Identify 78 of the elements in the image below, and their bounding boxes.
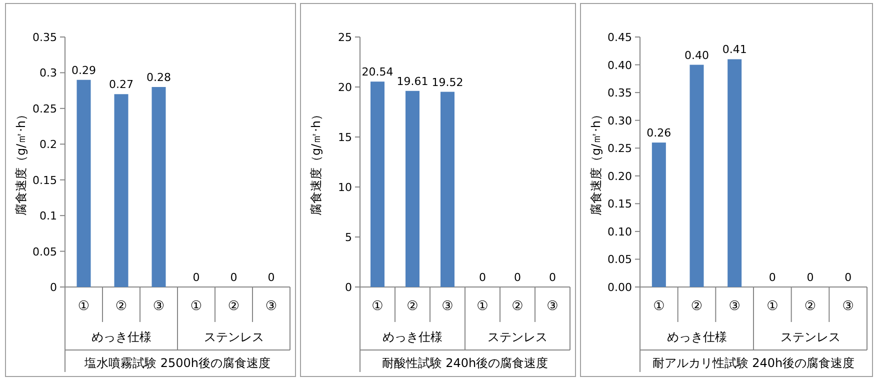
y-tick-label: 0.25 (32, 102, 57, 116)
y-tick-label: 15 (338, 131, 352, 144)
y-tick-label: 0.1 (40, 210, 57, 223)
data-label: 0.41 (722, 43, 747, 56)
y-axis-title: 腐食速度（g/㎡·h） (309, 108, 323, 216)
data-label: 0 (192, 271, 200, 284)
y-tick-label: 0.00 (608, 281, 632, 294)
x-tick-label: ③ (728, 299, 740, 314)
y-tick-label: 0.20 (608, 170, 632, 183)
y-tick-label: 0 (345, 281, 352, 294)
data-label: 0 (268, 271, 275, 284)
data-label: 0.28 (146, 71, 171, 84)
y-tick-label: 0.35 (608, 86, 632, 100)
x-axis-title: 塩水噴霧試験 2500h後の腐食速度 (84, 356, 270, 370)
y-tick-label: 0.45 (608, 31, 632, 44)
y-tick-label: 0.30 (608, 114, 632, 128)
text: めっき仕様 (91, 330, 152, 344)
bar (652, 142, 666, 287)
y-tick-label: 0.05 (608, 253, 632, 266)
bar (440, 92, 454, 287)
x-tick-label: ③ (842, 299, 854, 314)
bar (370, 82, 384, 287)
x-tick-label: ② (512, 299, 524, 314)
data-label: 0.27 (109, 78, 134, 92)
y-tick-label: 0.15 (608, 198, 632, 211)
data-label: 19.52 (432, 76, 464, 89)
text: ステンレス (488, 330, 548, 344)
x-tick-label: ① (766, 299, 778, 314)
y-tick-label: 0 (50, 281, 57, 294)
y-tick-label: 5 (345, 231, 352, 244)
y-tick-label: 20 (338, 81, 352, 94)
data-label: 0 (230, 271, 238, 284)
data-label: 0 (479, 271, 486, 284)
y-tick-label: 0.40 (608, 58, 632, 72)
text: ステンレス (204, 330, 264, 344)
x-tick-label: ① (372, 299, 384, 314)
x-tick-label: ② (228, 299, 240, 314)
x-tick-label: ③ (442, 299, 454, 314)
data-label: 0 (768, 271, 776, 284)
data-label: 0.40 (684, 48, 709, 62)
y-tick-label: 0.25 (608, 142, 632, 156)
x-tick-label: ② (115, 299, 128, 314)
x-tick-label: ① (653, 299, 665, 314)
x-tick-label: ① (476, 299, 488, 314)
y-tick-label: 0.15 (32, 174, 57, 187)
y-tick-label: 10 (338, 181, 352, 194)
data-label: 0 (549, 271, 556, 284)
x-tick-label: ① (190, 299, 202, 314)
bar (690, 64, 704, 287)
text: めっき仕様 (382, 330, 442, 344)
data-label: 0 (806, 271, 814, 284)
y-tick-label: 0.35 (32, 31, 57, 44)
x-tick-label: ② (406, 299, 418, 314)
x-axis-title: 耐アルカリ性試験 240h後の腐食速度 (652, 356, 855, 370)
x-tick-label: ③ (546, 299, 558, 314)
y-tick-label: 0.10 (608, 225, 632, 238)
x-axis-title: 耐酸性試験 240h後の腐食速度 (382, 356, 548, 370)
y-tick-label: 0.2 (40, 138, 57, 152)
x-tick-label: ③ (265, 299, 278, 314)
x-tick-label: ③ (152, 299, 165, 314)
data-label: 0 (844, 271, 852, 284)
data-label: 0.29 (72, 64, 96, 77)
text: めっき仕様 (666, 330, 727, 344)
data-label: 19.61 (396, 74, 428, 88)
text: ステンレス (780, 330, 840, 344)
y-tick-label: 0.3 (40, 66, 57, 80)
data-label: 0.26 (646, 126, 672, 140)
y-axis-title: 腐食速度（g/㎡·h） (14, 108, 28, 216)
bar (406, 90, 420, 287)
x-tick-label: ② (690, 299, 703, 314)
y-tick-label: 0.05 (32, 245, 57, 258)
x-tick-label: ② (804, 299, 816, 314)
bar (728, 59, 742, 287)
x-tick-label: ① (78, 299, 90, 314)
data-label: 0 (514, 271, 521, 284)
data-label: 20.54 (362, 66, 394, 79)
y-tick-label: 25 (338, 31, 352, 44)
y-axis-title: 腐食速度（g/㎡·h） (589, 108, 603, 216)
